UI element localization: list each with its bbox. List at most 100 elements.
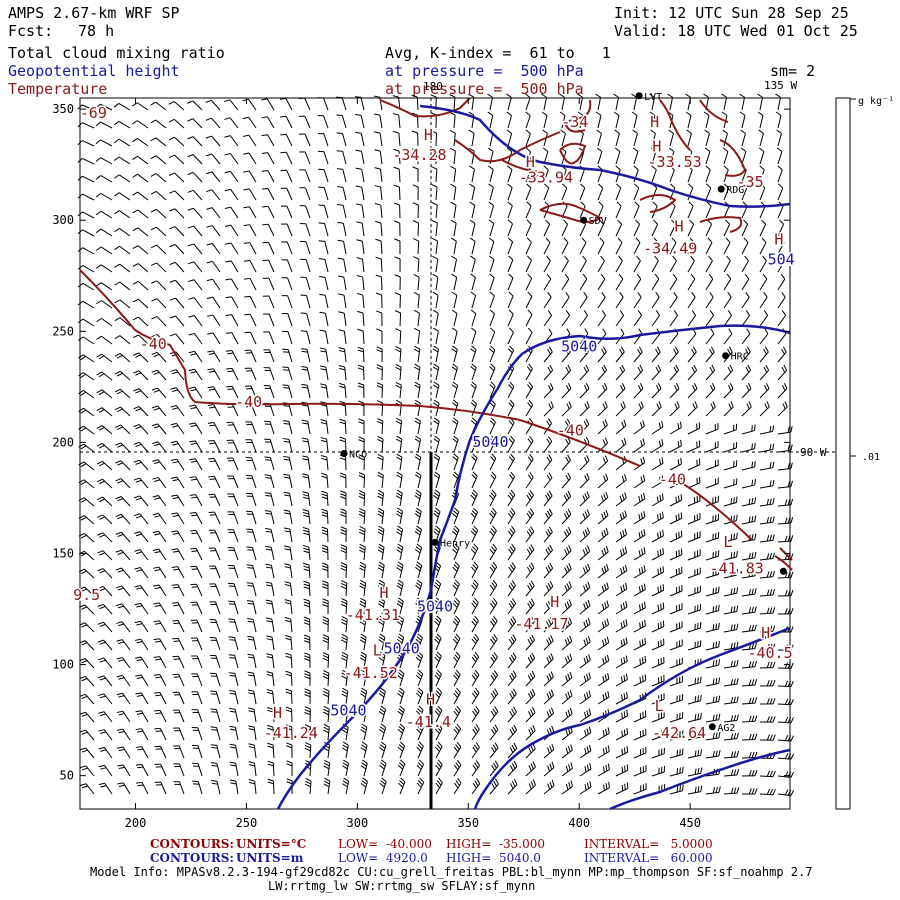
wind-barb — [151, 316, 167, 327]
wind-barb — [777, 237, 785, 255]
wind-barb — [631, 111, 638, 129]
wind-barb — [113, 102, 131, 111]
wind-barb — [227, 547, 239, 561]
wind-barb — [78, 515, 95, 525]
wind-barb — [205, 171, 221, 183]
wind-barb — [205, 153, 221, 165]
wind-barb — [579, 491, 590, 507]
wind-barb — [187, 100, 203, 111]
wind-barb — [723, 750, 740, 759]
wind-barb — [777, 165, 783, 183]
wind-barb — [413, 238, 420, 255]
high-low-marker: H — [650, 113, 659, 131]
wind-barb — [541, 93, 548, 111]
wind-barb — [776, 147, 783, 165]
wind-barb — [579, 690, 592, 705]
wind-barb — [507, 237, 514, 255]
wind-barb — [323, 723, 330, 741]
wind-barb — [248, 761, 257, 777]
wind-barb — [133, 459, 149, 471]
wind-barb — [741, 479, 756, 489]
wind-barb — [283, 455, 293, 471]
wind-barb — [242, 98, 257, 111]
wind-barb — [525, 707, 536, 723]
wind-barb — [151, 333, 167, 345]
wind-barb — [543, 508, 553, 525]
wind-barb — [376, 328, 383, 345]
wind-barb — [615, 165, 621, 183]
wind-barb — [525, 327, 533, 345]
wind-barb — [375, 274, 383, 291]
wind-barb — [633, 219, 641, 237]
wind-barb — [379, 759, 387, 777]
wind-barb — [358, 436, 365, 453]
wind-barb — [615, 255, 623, 273]
wind-barb — [208, 511, 221, 525]
wind-barb — [224, 135, 239, 147]
wind-barb — [705, 786, 721, 795]
wind-barb — [78, 407, 95, 417]
wind-barb — [355, 167, 365, 183]
wind-barb — [337, 203, 347, 219]
wind-barb — [225, 314, 239, 327]
wind-barb — [597, 455, 609, 471]
wind-barb — [187, 171, 203, 183]
wind-barb — [171, 584, 185, 597]
wind-barb — [543, 201, 550, 219]
wind-barb — [687, 694, 702, 705]
wind-barb — [244, 385, 257, 399]
wind-barb — [651, 183, 658, 201]
wind-barb — [579, 255, 587, 273]
wind-barb — [777, 255, 785, 273]
field-temperature: Temperature — [8, 80, 108, 98]
wind-barb — [171, 530, 185, 543]
wind-barb — [173, 763, 185, 777]
wind-barb — [243, 188, 257, 201]
wind-barb — [95, 246, 113, 255]
wind-barb — [96, 389, 113, 399]
wind-barb — [188, 386, 203, 399]
wind-barb — [579, 237, 587, 255]
wind-barb — [224, 99, 239, 111]
wind-barb — [299, 222, 311, 237]
wind-barb — [597, 672, 610, 687]
wind-barb — [134, 531, 149, 543]
wind-barb — [411, 130, 419, 147]
wind-barb — [134, 513, 149, 525]
wind-barb — [302, 544, 311, 561]
wind-barb — [597, 691, 610, 705]
wind-barb — [506, 147, 513, 165]
wind-barb — [358, 472, 366, 489]
wind-barb — [300, 312, 311, 327]
wind-barb — [759, 588, 776, 597]
wind-barb — [669, 364, 680, 381]
wind-barb — [135, 710, 149, 723]
wind-barb — [191, 673, 203, 687]
wind-barb — [116, 639, 131, 651]
wind-barb — [507, 778, 518, 795]
wind-barb — [469, 237, 476, 255]
wind-barb — [450, 165, 457, 183]
wind-barb — [394, 256, 401, 273]
wind-barb — [431, 219, 438, 237]
wind-barb — [668, 147, 675, 165]
wind-barb — [152, 494, 167, 507]
wind-barb — [413, 274, 420, 291]
wind-barb — [433, 489, 441, 507]
wind-barb — [245, 439, 257, 453]
wind-barb — [543, 544, 553, 561]
wind-barb — [336, 96, 347, 111]
wind-barb — [376, 364, 383, 381]
wind-barb — [597, 310, 606, 327]
wind-barb — [300, 348, 311, 363]
wind-barb — [225, 332, 239, 345]
wind-barb — [507, 453, 515, 471]
wind-barb — [115, 460, 131, 471]
wind-barb — [741, 569, 757, 579]
wind-barb — [449, 111, 456, 129]
wind-barb — [263, 313, 275, 327]
wind-barb — [669, 693, 684, 705]
y-tick-label: 100 — [52, 658, 74, 672]
wind-barb — [615, 401, 626, 417]
wind-barb — [470, 525, 479, 543]
